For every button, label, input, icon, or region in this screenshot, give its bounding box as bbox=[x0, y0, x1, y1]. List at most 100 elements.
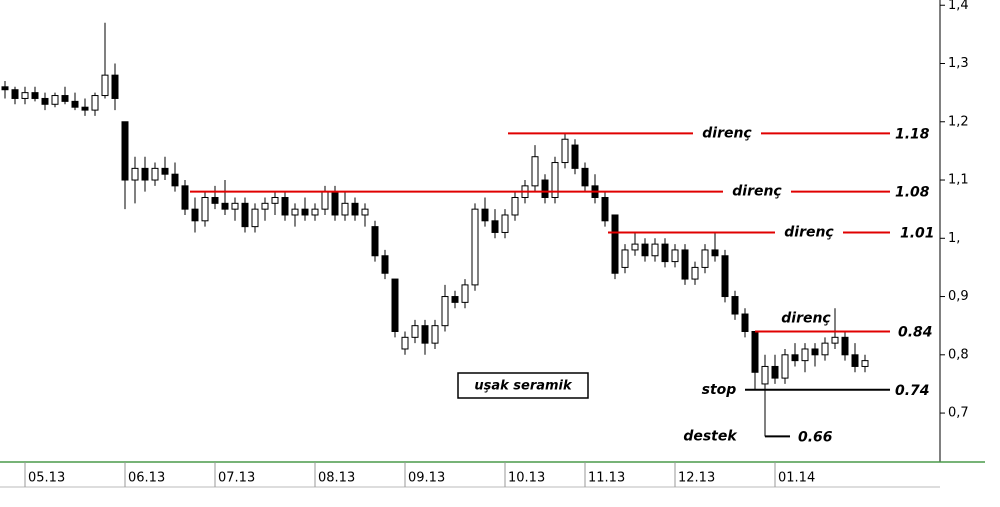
level-name: direnç bbox=[781, 310, 831, 326]
candle-body bbox=[391, 278, 399, 332]
candle-body bbox=[791, 354, 799, 362]
candle-body bbox=[601, 197, 609, 222]
candle-body bbox=[611, 214, 619, 274]
candle-body bbox=[311, 208, 319, 216]
level-name: direnç bbox=[732, 184, 782, 200]
candle-body bbox=[841, 336, 849, 356]
candle-body bbox=[581, 167, 589, 187]
candle-body bbox=[21, 92, 29, 99]
candle-body bbox=[71, 100, 79, 108]
candle-body bbox=[751, 330, 759, 373]
level-value: 0.84 bbox=[898, 324, 933, 340]
level-name: stop bbox=[702, 382, 737, 398]
candle-body bbox=[781, 354, 789, 379]
candle-body bbox=[511, 197, 519, 216]
y-tick-label: 0,8 bbox=[948, 347, 969, 362]
candle-body bbox=[441, 296, 449, 327]
candle-body bbox=[761, 365, 769, 385]
candle-body bbox=[131, 167, 139, 181]
candle-body bbox=[851, 354, 859, 367]
candle-body bbox=[861, 360, 869, 367]
y-tick-label: 1,3 bbox=[948, 56, 969, 71]
candle-body bbox=[1, 86, 9, 91]
candle-body bbox=[251, 208, 259, 228]
x-tick-label: 09.13 bbox=[408, 471, 445, 486]
candle-body bbox=[621, 249, 629, 268]
candle-body bbox=[51, 95, 59, 105]
candle-body bbox=[571, 144, 579, 169]
candle-body bbox=[341, 202, 349, 216]
label-bg bbox=[693, 125, 761, 142]
candle-body bbox=[351, 202, 359, 216]
candle-body bbox=[191, 208, 199, 222]
candle-body bbox=[11, 89, 19, 99]
level-value: 0.74 bbox=[895, 383, 930, 399]
x-tick-label: 08.13 bbox=[318, 471, 355, 486]
chart-title: uşak seramik bbox=[474, 379, 573, 394]
candle-body bbox=[671, 249, 679, 263]
level-name: destek bbox=[683, 428, 738, 444]
candle-body bbox=[491, 220, 499, 233]
candle-body bbox=[381, 255, 389, 274]
candle-body bbox=[481, 208, 489, 222]
candle-body bbox=[211, 197, 219, 204]
candle-body bbox=[331, 191, 339, 216]
x-tick-label: 11.13 bbox=[588, 471, 625, 486]
level-value: 1.01 bbox=[900, 225, 935, 241]
candle-body bbox=[261, 202, 269, 210]
candle-body bbox=[281, 197, 289, 216]
candle-body bbox=[821, 342, 829, 356]
candle-body bbox=[201, 197, 209, 222]
candle-body bbox=[401, 336, 409, 350]
y-tick-label: 1,1 bbox=[948, 173, 969, 188]
candle-body bbox=[501, 214, 509, 233]
candle-body bbox=[431, 325, 439, 344]
candle-body bbox=[741, 313, 749, 332]
candle-body bbox=[701, 249, 709, 268]
level-name: direnç bbox=[702, 125, 752, 141]
x-tick-label: 12.13 bbox=[678, 471, 715, 486]
candle-body bbox=[151, 167, 159, 181]
candle-body bbox=[661, 243, 669, 263]
y-tick-label: 0,7 bbox=[948, 406, 969, 421]
x-tick-label: 10.13 bbox=[508, 471, 545, 486]
level-name: direnç bbox=[784, 224, 834, 240]
candle-body bbox=[41, 97, 49, 105]
candle-body bbox=[721, 255, 729, 298]
y-tick-label: 1,2 bbox=[948, 114, 969, 129]
candle-body bbox=[301, 208, 309, 216]
candle-body bbox=[101, 74, 109, 97]
label-bg bbox=[723, 183, 791, 200]
candle-body bbox=[811, 348, 819, 356]
candle-body bbox=[111, 74, 119, 99]
x-tick-label: 06.13 bbox=[128, 471, 165, 486]
candle-body bbox=[61, 95, 69, 102]
level-value: 1.18 bbox=[895, 126, 930, 142]
candle-body bbox=[361, 208, 369, 216]
candle-body bbox=[291, 208, 299, 216]
candle-body bbox=[801, 348, 809, 362]
candle-body bbox=[181, 185, 189, 210]
candle-body bbox=[271, 197, 279, 204]
candle-body bbox=[31, 92, 39, 99]
candle-body bbox=[681, 249, 689, 280]
candle-body bbox=[231, 202, 239, 210]
title-box bbox=[457, 372, 589, 399]
x-tick-label: 05.13 bbox=[28, 471, 65, 486]
candle-body bbox=[631, 243, 639, 251]
level-value: 1.08 bbox=[895, 185, 930, 201]
candle-body bbox=[451, 296, 459, 303]
candle-body bbox=[651, 243, 659, 257]
y-tick-label: 1,4 bbox=[948, 0, 969, 13]
candle-body bbox=[241, 202, 249, 228]
candle-body bbox=[421, 325, 429, 344]
candle-body bbox=[551, 162, 559, 199]
candle-body bbox=[471, 208, 479, 286]
level-value: 0.66 bbox=[798, 429, 833, 445]
candle-body bbox=[321, 191, 329, 210]
candle-body bbox=[81, 106, 89, 111]
label-bg bbox=[775, 224, 843, 241]
candle-body bbox=[461, 284, 469, 303]
candle-body bbox=[171, 173, 179, 187]
